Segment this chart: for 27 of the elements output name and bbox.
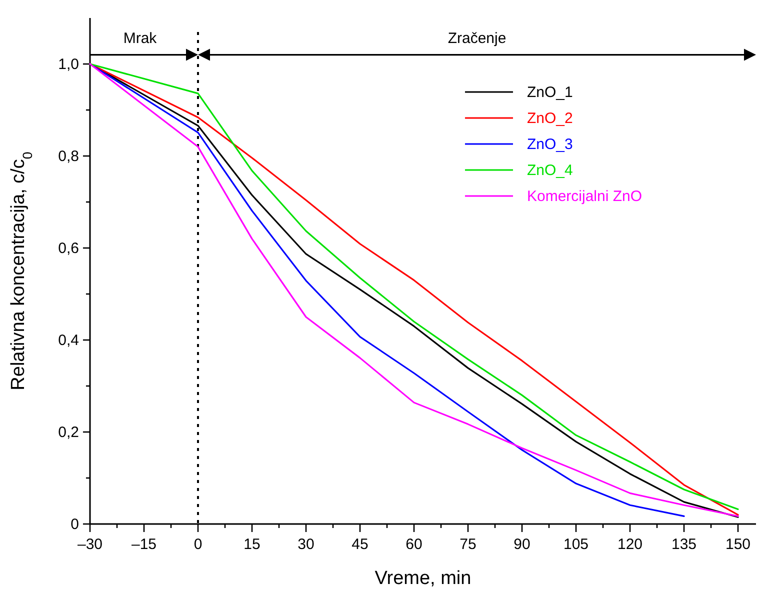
- x-tick-label: –15: [131, 536, 157, 553]
- y-tick-label: 0,6: [58, 240, 79, 257]
- legend-label: ZnO_4: [527, 162, 573, 179]
- x-tick-label: 30: [298, 536, 314, 553]
- y-tick-label: 0,2: [58, 424, 79, 441]
- y-tick-label: 0: [70, 516, 79, 533]
- y-tick-label: 0,4: [58, 332, 79, 349]
- x-tick-label: 75: [460, 536, 476, 553]
- y-tick-label: 1,0: [58, 56, 79, 73]
- legend-label: ZnO_1: [527, 84, 573, 101]
- x-tick-label: 120: [617, 536, 643, 553]
- x-tick-label: 60: [406, 536, 422, 553]
- x-tick-label: 135: [671, 536, 697, 553]
- x-tick-label: 90: [514, 536, 530, 553]
- x-tick-label: –30: [77, 536, 103, 553]
- legend-label: ZnO_2: [527, 110, 573, 127]
- annotation: Zračenje: [448, 30, 506, 47]
- annotation: Mrak: [123, 30, 158, 47]
- x-tick-label: 15: [244, 536, 260, 553]
- legend-label: ZnO_3: [527, 136, 573, 153]
- x-tick-label: 150: [725, 536, 751, 553]
- y-tick-label: 0,8: [58, 148, 79, 165]
- x-axis-title: Vreme, min: [374, 568, 472, 589]
- x-tick-label: 105: [563, 536, 589, 553]
- x-tick-label: 0: [194, 536, 202, 553]
- x-tick-label: 45: [352, 536, 368, 553]
- legend-label: Komercijalni ZnO: [527, 188, 642, 205]
